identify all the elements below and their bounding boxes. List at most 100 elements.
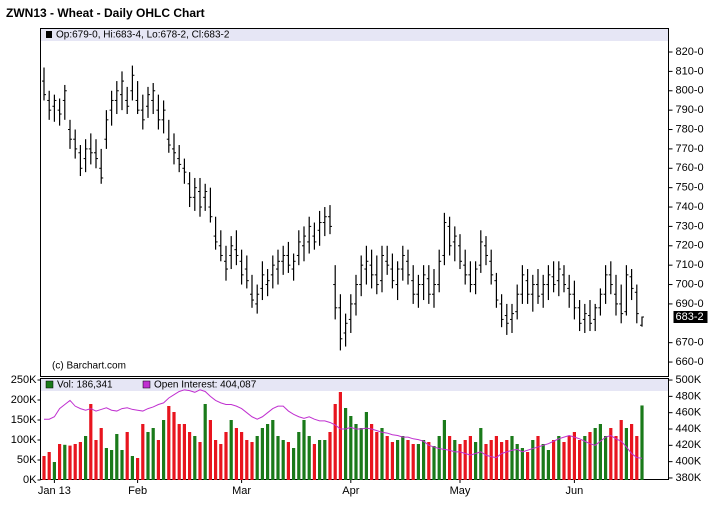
y2-tick-label: 500K — [676, 374, 702, 386]
y2-tick-label: 460K — [676, 407, 702, 419]
volume-bar — [250, 442, 254, 480]
volume-bar — [552, 440, 556, 480]
volume-bar — [510, 436, 514, 480]
volume-bar — [406, 440, 410, 480]
volume-bar — [380, 428, 384, 480]
open-interest-line — [44, 389, 643, 459]
volume-bar — [229, 420, 233, 480]
volume-bar — [619, 420, 623, 480]
volume-bar — [640, 405, 644, 480]
legend-swatch — [46, 31, 52, 38]
volume-bar — [567, 436, 571, 480]
volume-bar — [255, 436, 259, 480]
volume-bar — [208, 420, 212, 480]
volume-bar — [240, 432, 244, 480]
volume-bar — [260, 428, 264, 480]
y-tick-label: 50K — [17, 454, 37, 466]
volume-bar — [110, 450, 114, 480]
x-tick-label: Jun — [566, 485, 584, 497]
volume-bar — [323, 440, 327, 480]
volume-bar — [484, 444, 488, 480]
volume-bar — [125, 432, 129, 480]
volume-bar — [302, 420, 306, 480]
y-tick-label: 780-0 — [676, 123, 704, 135]
volume-bar — [583, 436, 587, 480]
volume-bar — [364, 412, 368, 480]
volume-bar — [42, 456, 46, 480]
volume-bar — [286, 442, 290, 480]
volume-bar — [73, 444, 77, 480]
y-tick-label: 750-0 — [676, 182, 704, 194]
y2-tick-label: 440K — [676, 423, 702, 435]
volume-bar — [593, 428, 597, 480]
volume-bar — [203, 404, 207, 480]
volume-bar — [463, 440, 467, 480]
y-tick-label: 670-0 — [676, 337, 704, 349]
volume-bar — [385, 436, 389, 480]
x-tick-label: Apr — [342, 485, 359, 497]
volume-bar — [271, 420, 275, 480]
y-tick-label: 700-0 — [676, 278, 704, 290]
volume-bar — [245, 440, 249, 480]
x-tick-label: Feb — [128, 485, 147, 497]
volume-bar — [604, 436, 608, 480]
volume-bar — [307, 436, 311, 480]
volume-bar — [614, 436, 618, 480]
volume-bar — [432, 446, 436, 480]
volume-bar — [344, 408, 348, 480]
volume-bar — [115, 434, 119, 480]
volume-bar — [453, 440, 457, 480]
volume-bar — [338, 392, 342, 480]
volume-bar — [572, 432, 576, 480]
y-tick-label: 760-0 — [676, 162, 704, 174]
legend-swatch — [45, 380, 54, 389]
x-tick-label: Mar — [232, 485, 251, 497]
volume-bar — [541, 444, 545, 480]
volume-bar — [427, 442, 431, 480]
volume-bar — [318, 440, 322, 480]
volume-bar — [312, 444, 316, 480]
volume-bar — [416, 444, 420, 480]
volume-bar — [198, 442, 202, 480]
volume-bar — [468, 436, 472, 480]
volume-bar — [151, 428, 155, 480]
volume-bar — [162, 420, 166, 480]
y-tick-label: 720-0 — [676, 240, 704, 252]
volume-bar — [489, 440, 493, 480]
volume-bar — [156, 440, 160, 480]
volume-bar — [578, 440, 582, 480]
volume-bar — [458, 444, 462, 480]
y2-tick-label: 400K — [676, 456, 702, 468]
volume-bar — [562, 442, 566, 480]
volume-bar — [437, 436, 441, 480]
volume-bar — [94, 440, 98, 480]
volume-bar — [354, 424, 358, 480]
volume-bar — [333, 404, 337, 480]
volume-bar — [136, 458, 140, 480]
last-price-box — [673, 310, 708, 323]
volume-bar — [349, 416, 353, 480]
volume-bar — [479, 428, 483, 480]
volume-bar — [182, 424, 186, 480]
volume-bar — [630, 424, 634, 480]
y-tick-label: 800-0 — [676, 85, 704, 97]
volume-bar — [520, 448, 524, 480]
x-tick-label: May — [450, 485, 471, 497]
volume-bar — [588, 432, 592, 480]
volume-legend-strip — [41, 379, 668, 391]
y-tick-label: 820-0 — [676, 46, 704, 58]
volume-bar — [193, 436, 197, 480]
volume-bar — [531, 440, 535, 480]
y-tick-label: 710-0 — [676, 259, 704, 271]
y-tick-label: 790-0 — [676, 104, 704, 116]
volume-bar — [89, 404, 93, 480]
volume-bar — [47, 452, 51, 480]
y2-tick-label: 420K — [676, 439, 702, 451]
y2-tick-label: 480K — [676, 390, 702, 402]
volume-bar — [99, 428, 103, 480]
y-tick-label: 0K — [23, 474, 37, 486]
y-tick-label: 150K — [11, 414, 37, 426]
y-tick-label: 770-0 — [676, 143, 704, 155]
volume-bar — [63, 444, 67, 480]
